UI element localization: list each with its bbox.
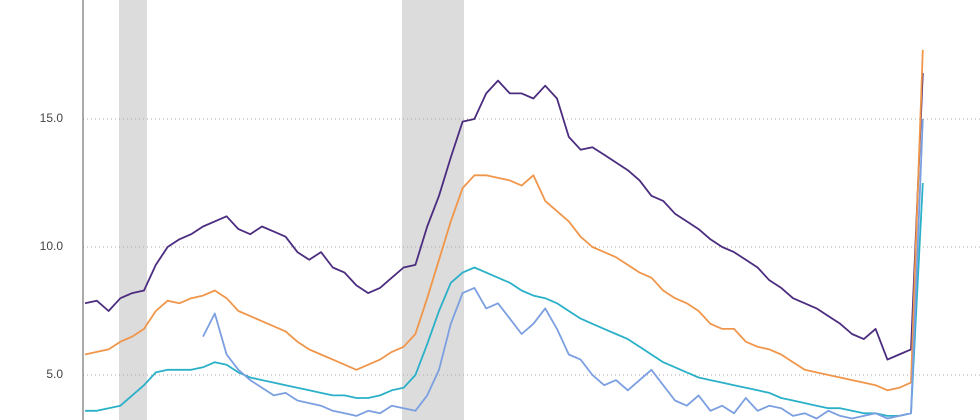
series-line	[84, 72, 924, 361]
lines	[84, 49, 924, 420]
y-tick-label: 15.0	[40, 111, 64, 125]
y-tick-label: 10.0	[40, 239, 64, 253]
series-line	[85, 182, 924, 417]
y-tick-label: 5.0	[46, 367, 63, 381]
grid	[83, 118, 980, 376]
series-line	[84, 49, 924, 392]
series-line	[202, 118, 924, 420]
shaded-period	[119, 0, 147, 420]
